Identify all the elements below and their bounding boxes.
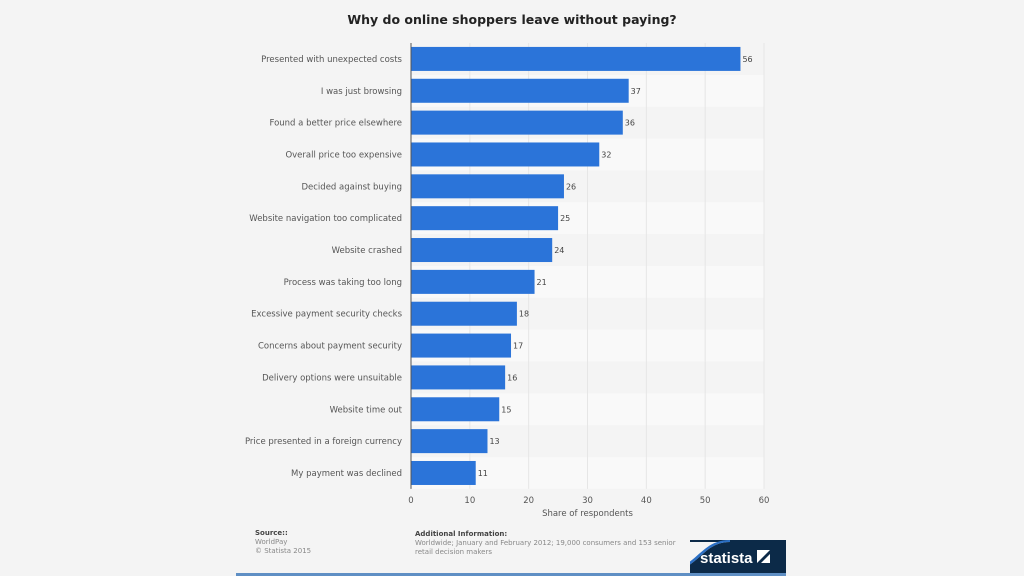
chart-title: Why do online shoppers leave without pay… [347,12,677,27]
data-label: 18 [519,310,529,319]
x-tick-label: 0 [408,496,413,506]
bar[interactable] [411,365,506,390]
bottom-accent-line [236,573,786,576]
info-line: Worldwide; January and February 2012; 19… [415,539,676,547]
data-label: 16 [507,373,517,382]
bar[interactable] [411,333,512,358]
bar-chart: 0 10 20 30 40 50 60 Presented with unexpected c… [245,43,770,519]
category-label: Website navigation too complicated [249,214,402,224]
x-tick-label: 10 [464,496,475,506]
category-label: Concerns about payment security [258,342,402,352]
category-label: Decided against buying [301,182,402,192]
statista-mark-icon [757,550,770,563]
data-label: 24 [554,246,564,255]
data-label: 11 [478,469,488,478]
bar[interactable] [411,429,488,454]
info-label: Additional Information: [415,530,508,538]
data-label: 37 [631,87,641,96]
bar[interactable] [411,78,629,103]
info-line: retail decision makers [415,548,493,556]
category-label: Excessive payment security checks [251,310,402,320]
data-label: 17 [513,342,523,351]
bar[interactable] [411,142,600,167]
bar[interactable] [411,110,623,135]
data-label: 13 [489,437,499,446]
data-label: 32 [601,150,611,159]
data-label: 25 [560,214,570,223]
bar[interactable] [411,46,741,71]
category-label: Delivery options were unsuitable [262,373,402,383]
category-label: My payment was declined [291,469,402,479]
category-label: Found a better price elsewhere [270,119,403,129]
category-label: Presented with unexpected costs [261,55,402,65]
bar[interactable] [411,174,564,199]
category-label: Website time out [330,405,403,415]
source-block: Source:: WorldPay © Statista 2015 [255,529,311,556]
category-label: Overall price too expensive [285,150,402,160]
additional-info-block: Additional Information: Worldwide; Janua… [415,530,676,557]
x-tick-label: 50 [700,496,711,506]
data-label: 36 [625,119,635,128]
source-label: Source:: [255,529,288,537]
statista-logo[interactable]: statista [690,540,786,573]
x-tick-label: 20 [523,496,534,506]
bar[interactable] [411,397,500,422]
data-label: 26 [566,182,576,191]
data-label: 56 [742,55,752,64]
bar[interactable] [411,238,553,263]
category-label: Process was taking too long [284,278,402,288]
data-label: 21 [537,278,547,287]
brand-text: statista [700,550,753,567]
x-axis-title: Share of respondents [542,509,633,519]
x-tick-label: 60 [759,496,770,506]
category-label: Price presented in a foreign currency [245,437,402,447]
category-label: I was just browsing [321,87,402,97]
bar[interactable] [411,460,476,485]
bar[interactable] [411,301,517,326]
copyright-line: © Statista 2015 [255,547,312,555]
data-label: 15 [501,405,511,414]
x-tick-label: 40 [641,496,652,506]
bar[interactable] [411,269,535,294]
source-line[interactable]: WorldPay [255,538,288,546]
x-tick-label: 30 [582,496,593,506]
category-label: Website crashed [332,246,402,256]
bar[interactable] [411,206,559,231]
